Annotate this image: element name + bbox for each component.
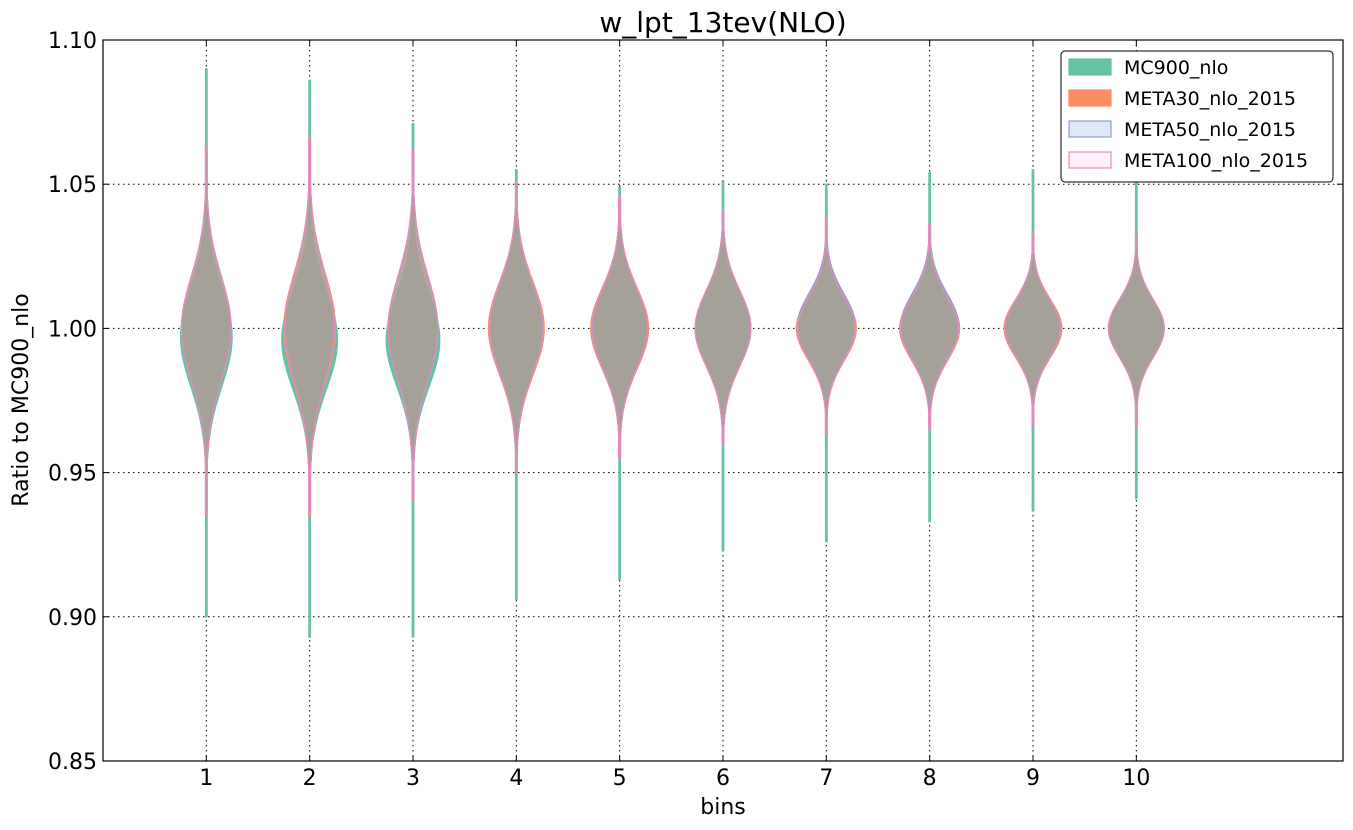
violin-META100_nlo_2015-bin-5: [591, 195, 649, 459]
violins: [179, 68, 1165, 638]
violin-META100_nlo_2015-bin-1: [180, 146, 232, 514]
legend-swatch-META30_nlo_2015: [1068, 89, 1112, 107]
legend-label-MC900_nlo: MC900_nlo: [1124, 57, 1228, 79]
legend-label-META100_nlo_2015: META100_nlo_2015: [1124, 150, 1308, 172]
violin-group-bin-5: [590, 186, 650, 580]
x-tick-label: 10: [1122, 766, 1150, 791]
violin-META100_nlo_2015-bin-4: [488, 180, 544, 471]
y-tick-label: 0.85: [48, 750, 97, 775]
violin-META100_nlo_2015-bin-6: [694, 209, 752, 445]
y-tick-label: 1.10: [48, 29, 97, 54]
violin-META100_nlo_2015-bin-8: [900, 223, 960, 430]
violin-META100_nlo_2015-bin-10: [1107, 232, 1165, 428]
legend-swatch-MC900_nlo: [1068, 58, 1112, 76]
violin-META100_nlo_2015-bin-2: [284, 137, 336, 514]
y-tick-label: 1.00: [48, 317, 97, 342]
violin-group-bin-9: [1003, 169, 1063, 511]
violin-group-bin-8: [899, 172, 961, 523]
legend-swatch-META50_nlo_2015: [1068, 120, 1112, 138]
legend: MC900_nlo META30_nlo_2015 META50_nlo_2015 M…: [1060, 50, 1334, 183]
x-tick-label: 4: [509, 766, 523, 791]
x-axis-label: bins: [700, 795, 745, 820]
x-tick-label: 3: [406, 766, 420, 791]
y-tick-label: 1.05: [48, 173, 97, 198]
violin-META100_nlo_2015-bin-3: [387, 148, 439, 500]
chart-title: w_lpt_13tev(NLO): [599, 6, 846, 39]
violin-group-bin-7: [795, 183, 857, 543]
x-tick-label: 6: [716, 766, 730, 791]
violin-META100_nlo_2015-bin-7: [796, 218, 856, 436]
violin-group-bin-3: [385, 123, 441, 638]
legend-label-META30_nlo_2015: META30_nlo_2015: [1124, 88, 1296, 110]
violin-group-bin-4: [487, 169, 545, 601]
x-tick-label: 5: [613, 766, 627, 791]
x-tick-label: 8: [923, 766, 937, 791]
x-tick-label: 1: [199, 766, 213, 791]
violin-group-bin-1: [179, 68, 233, 618]
violin-META100_nlo_2015-bin-9: [1004, 232, 1062, 428]
y-axis-label: Ratio to MC900_nlo: [9, 293, 34, 506]
violin-group-bin-10: [1107, 174, 1165, 500]
legend-items: MC900_nlo META30_nlo_2015 META50_nlo_2015 M…: [1068, 57, 1308, 172]
legend-label-META50_nlo_2015: META50_nlo_2015: [1124, 119, 1296, 141]
x-tick-label: 9: [1026, 766, 1040, 791]
y-tick-label: 0.95: [48, 462, 97, 487]
axis-ticks: 0.85 0.90 0.95 1.00 1.05 1.10 1 2 3 4 5 6 7 8 9 10: [48, 29, 1343, 791]
x-tick-label: 2: [303, 766, 317, 791]
y-tick-label: 0.90: [48, 606, 97, 631]
legend-frame: [1060, 50, 1334, 183]
violin-group-bin-2: [281, 79, 339, 638]
violin-group-bin-6: [694, 180, 752, 552]
x-tick-label: 7: [819, 766, 833, 791]
legend-swatch-META100_nlo_2015: [1068, 151, 1112, 169]
